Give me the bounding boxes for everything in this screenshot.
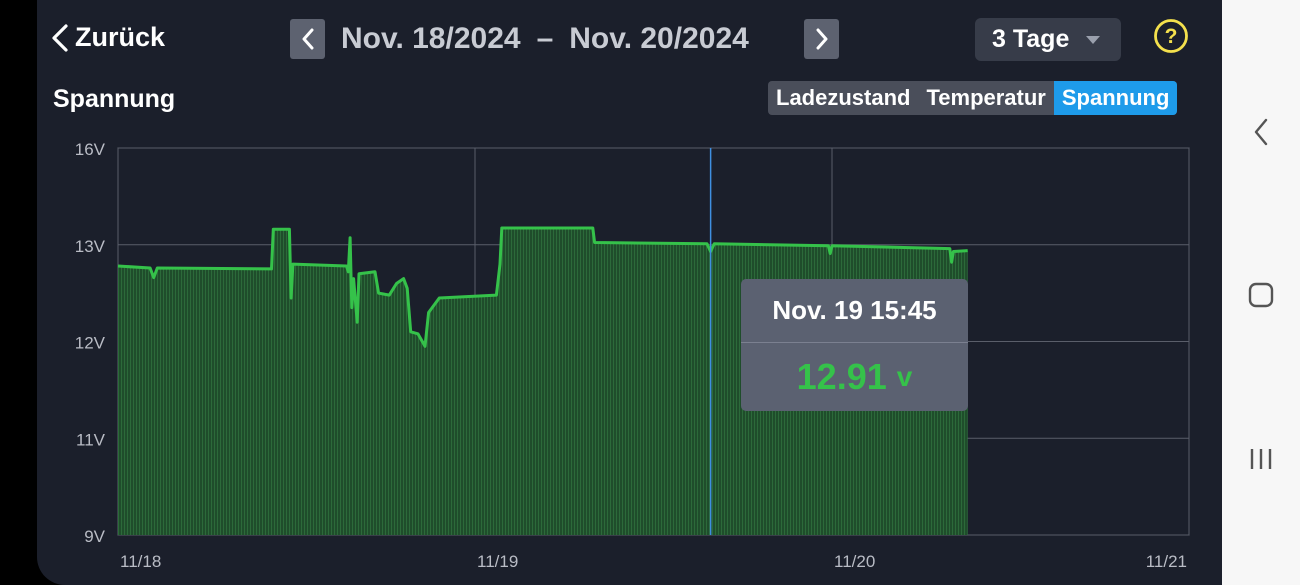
- android-nav-bar: [1222, 0, 1300, 585]
- tab-spannung[interactable]: Spannung: [1053, 81, 1178, 115]
- range-selected-value: 3 Tage: [992, 25, 1070, 53]
- chevron-right-icon: [816, 28, 827, 50]
- y-tick-label: 12V: [75, 334, 106, 353]
- x-tick-label: 11/19: [477, 552, 518, 571]
- x-tick-label: 11/20: [834, 552, 875, 571]
- chevron-left-icon: [52, 23, 68, 52]
- prev-date-button[interactable]: [290, 19, 325, 59]
- next-date-button[interactable]: [804, 19, 839, 59]
- x-tick-label: 11/18: [120, 552, 161, 571]
- app-screen: Zurück Nov. 18/2024 – Nov. 20/2024 3 Tag…: [37, 0, 1222, 585]
- tooltip-unit: v: [896, 361, 913, 392]
- chart-tooltip: Nov. 19 15:45 12.91 v: [741, 279, 968, 411]
- tooltip-time: Nov. 19 15:45: [741, 279, 968, 343]
- chevron-left-icon: [1254, 118, 1268, 146]
- home-square-icon: [1248, 282, 1274, 308]
- chart-title: Spannung: [53, 85, 176, 113]
- recents-icon: [1250, 449, 1272, 469]
- date-range: Nov. 18/2024 – Nov. 20/2024: [341, 22, 749, 56]
- voltage-chart[interactable]: 16V 13V 12V 11V 9V 11/18 11/19 11/20 11/21: [37, 130, 1222, 580]
- tooltip-value: 12.91: [796, 356, 887, 397]
- tab-ladezustand[interactable]: Ladezustand: [776, 85, 911, 110]
- range-dropdown[interactable]: 3 Tage: [975, 18, 1121, 61]
- tab-temperatur[interactable]: Temperatur: [926, 85, 1046, 110]
- back-label: Zurück: [75, 22, 166, 52]
- date-separator: –: [536, 22, 554, 55]
- x-tick-label: 11/21: [1146, 552, 1187, 571]
- caret-down-icon: [1086, 35, 1101, 44]
- nav-back-button[interactable]: [1222, 117, 1300, 147]
- metric-tabs: Ladezustand Temperatur Spannung: [768, 81, 1178, 115]
- chevron-left-icon: [302, 28, 313, 50]
- tooltip-value-row: 12.91 v: [741, 343, 968, 411]
- nav-home-button[interactable]: [1222, 281, 1300, 309]
- help-icon: ?: [1154, 19, 1188, 53]
- back-button[interactable]: Zurück: [51, 22, 165, 53]
- help-button[interactable]: ?: [1152, 17, 1190, 60]
- y-tick-label: 16V: [75, 140, 106, 159]
- nav-recents-button[interactable]: [1222, 446, 1300, 472]
- y-tick-label: 11V: [76, 430, 106, 449]
- series-line-spannung: [117, 226, 968, 348]
- svg-text:?: ?: [1165, 25, 1178, 48]
- y-tick-label: 9V: [84, 527, 105, 546]
- y-tick-label: 13V: [75, 237, 106, 256]
- date-to: Nov. 20/2024: [569, 22, 749, 55]
- date-from: Nov. 18/2024: [341, 22, 521, 55]
